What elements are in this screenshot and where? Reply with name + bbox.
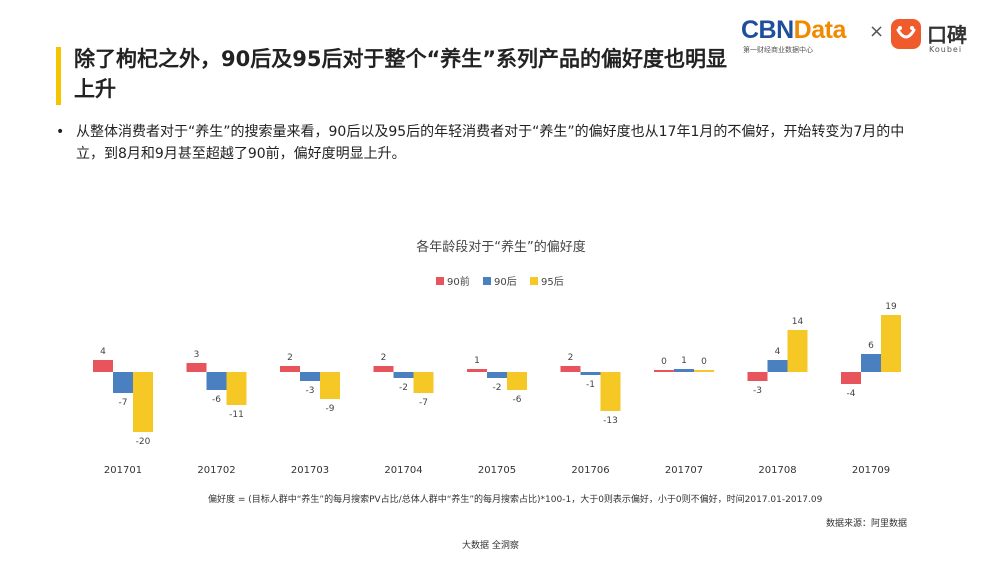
- bar: [747, 372, 768, 381]
- data-label: 4: [100, 347, 106, 357]
- bar: [674, 369, 694, 372]
- data-label: -7: [419, 398, 428, 408]
- data-label: -2: [493, 383, 502, 393]
- data-source: 数据来源：阿里数据: [826, 519, 908, 529]
- legend-label: 90后: [494, 276, 517, 288]
- data-label: -3: [753, 386, 762, 396]
- x-tick-label: 201708: [758, 465, 796, 476]
- bar: [413, 372, 434, 393]
- logo-area: CBNData 第一财经商业数据中心 × 口碑 Koubei: [741, 16, 981, 60]
- data-label: 4: [775, 347, 781, 357]
- data-label: 1: [681, 356, 687, 366]
- bar: [320, 372, 340, 399]
- bullet-dot: •: [56, 124, 65, 140]
- data-label: 0: [661, 357, 667, 367]
- bar: [600, 372, 621, 411]
- x-tick-label: 201705: [478, 465, 516, 476]
- x-tick-label: 201702: [197, 465, 235, 476]
- legend-label: 90前: [447, 275, 470, 288]
- x-tick-label: 201706: [571, 465, 609, 476]
- bar: [373, 366, 394, 372]
- data-label: 19: [885, 302, 897, 312]
- koubei-logo-icon: [891, 19, 921, 49]
- data-label: 2: [381, 353, 387, 363]
- bar: [206, 372, 227, 390]
- bar: [580, 372, 601, 375]
- bar: [467, 369, 487, 372]
- data-label: 6: [868, 341, 874, 351]
- bar: [881, 315, 901, 372]
- page-title: 除了枸杞之外，90后及95后对于整个“养生”系列产品的偏好度也明显上升: [74, 47, 728, 101]
- x-tick-label: 201709: [852, 465, 890, 476]
- data-label: -20: [136, 437, 151, 447]
- times-sign: ×: [869, 21, 885, 42]
- data-label: 2: [287, 353, 293, 363]
- koubei-logo-text: 口碑: [927, 23, 967, 47]
- bar: [186, 363, 207, 372]
- bar: [113, 372, 133, 393]
- data-label: -2: [399, 383, 408, 393]
- legend-swatch: [436, 277, 444, 285]
- data-label: -1: [586, 380, 595, 390]
- data-label: -6: [212, 395, 221, 405]
- cbndata-logo: CBNData: [741, 16, 846, 45]
- koubei-logo-subtitle: Koubei: [929, 45, 963, 54]
- bar: [787, 330, 808, 372]
- legend-swatch: [530, 277, 538, 285]
- x-tick-label: 201704: [384, 465, 422, 476]
- data-label: 1: [474, 356, 480, 366]
- title-accent-bar: [56, 47, 61, 105]
- bar: [133, 372, 153, 432]
- chart-title: 各年龄段对于“养生”的偏好度: [416, 239, 585, 255]
- legend-swatch: [483, 277, 491, 285]
- bar: [654, 370, 674, 372]
- data-label: 3: [194, 350, 200, 360]
- data-label: -3: [306, 386, 315, 396]
- x-tick-label: 201707: [665, 465, 703, 476]
- data-label: -9: [326, 404, 335, 414]
- bar: [393, 372, 414, 378]
- data-label: -11: [229, 410, 244, 420]
- data-label: -6: [513, 395, 522, 405]
- data-label: -13: [603, 416, 618, 426]
- cbndata-subtitle: 第一财经商业数据中心: [743, 46, 813, 54]
- legend-label: 95后: [541, 276, 564, 288]
- data-label: -4: [847, 389, 856, 399]
- bar: [93, 360, 113, 372]
- bar: [861, 354, 881, 372]
- data-label: 14: [792, 317, 804, 327]
- bar: [280, 366, 300, 372]
- bar: [694, 370, 714, 372]
- chart-footnote: 偏好度 = (目标人群中“养生”的每月搜索PV占比/总体人群中“养生”的每月搜索…: [208, 495, 823, 505]
- cbndata-logo-part2: Data: [793, 16, 847, 44]
- bar: [767, 360, 788, 372]
- bar: [560, 366, 581, 372]
- cbndata-logo-part1: CBN: [741, 16, 794, 44]
- bar: [487, 372, 507, 378]
- bullet-paragraph: • 从整体消费者对于“养生”的搜索量来看，90后以及95后的年轻消费者对于“养生…: [56, 121, 916, 165]
- x-tick-label: 201701: [104, 465, 142, 476]
- bottom-mark: 大数据 全洞察: [462, 541, 519, 551]
- data-label: 2: [568, 353, 574, 363]
- data-label: 0: [701, 357, 707, 367]
- bar: [841, 372, 861, 384]
- bar: [507, 372, 527, 390]
- data-label: -7: [119, 398, 128, 408]
- bullet-text: 从整体消费者对于“养生”的搜索量来看，90后以及95后的年轻消费者对于“养生”的…: [76, 124, 905, 162]
- x-tick-label: 201703: [291, 465, 329, 476]
- bar: [226, 372, 247, 405]
- bar: [300, 372, 320, 381]
